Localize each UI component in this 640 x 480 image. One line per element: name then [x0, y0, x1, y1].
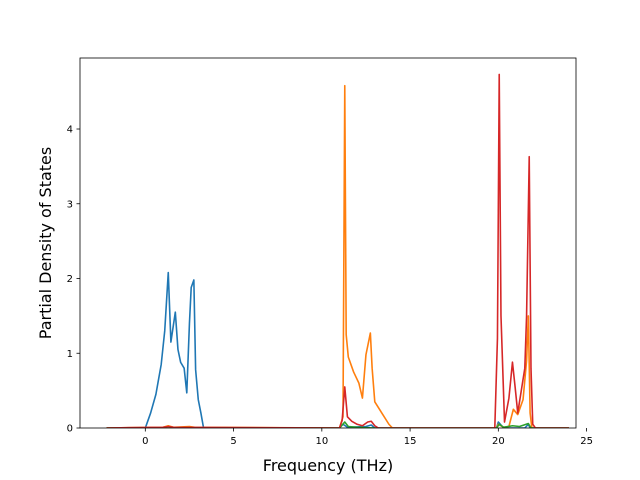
series-line-3: [106, 421, 569, 428]
x-tick-label: 5: [230, 436, 236, 447]
y-axis-title: Partial Density of States: [36, 147, 55, 339]
x-tick-label: 0: [142, 436, 148, 447]
series-layer: [106, 73, 569, 428]
y-tick-label: 2: [67, 274, 73, 285]
x-tick-label: 25: [580, 436, 593, 447]
y-tick-label: 1: [67, 349, 73, 360]
y-tick-label: 0: [67, 424, 73, 435]
y-tick-label: 4: [67, 125, 73, 136]
y-axis-ticks: 0 1 2 3 4: [67, 125, 80, 435]
x-tick-label: 10: [315, 436, 328, 447]
x-tick-label: 20: [492, 436, 505, 447]
plot-area: [80, 58, 576, 428]
x-axis-ticks: 0 5 10 15 20 25: [142, 428, 593, 447]
series-line-4: [106, 73, 569, 428]
x-axis-title: Frequency (THz): [263, 456, 393, 475]
plot-frame: [79, 57, 577, 429]
x-tick-label: 15: [404, 436, 417, 447]
y-tick-label: 3: [67, 199, 73, 210]
